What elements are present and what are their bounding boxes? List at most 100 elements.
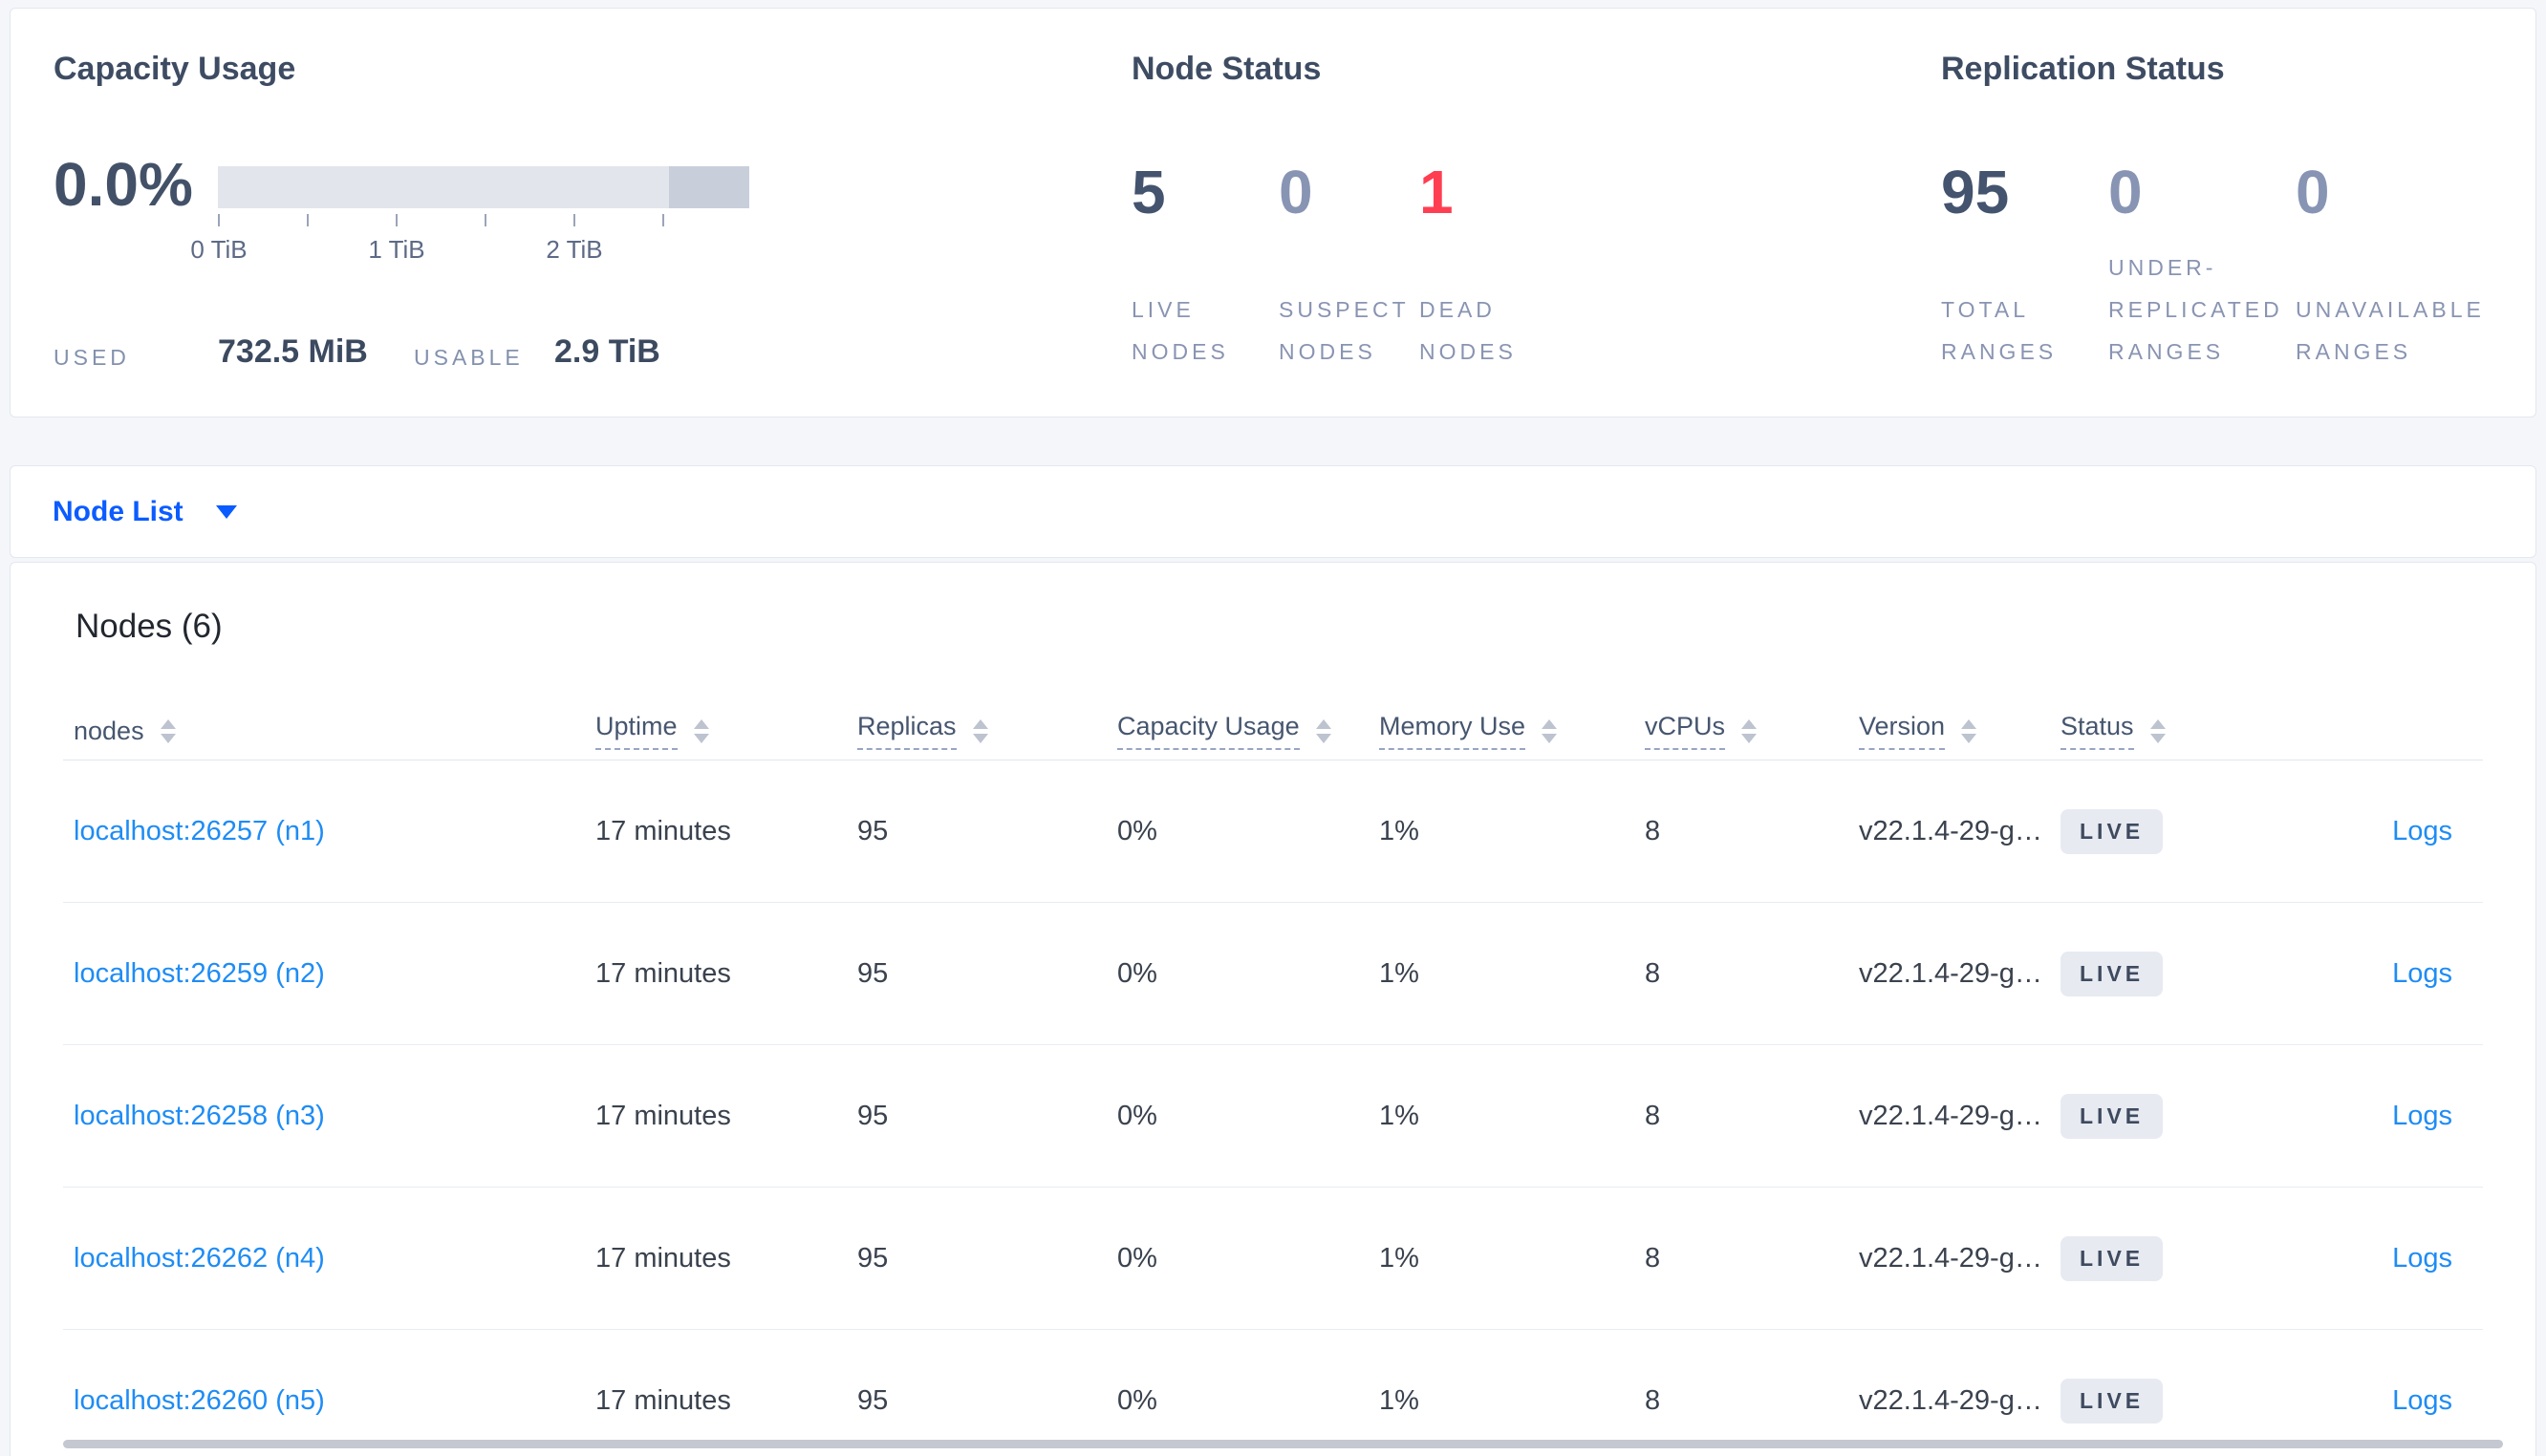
tick-label-0tib: 0 TiB [190, 235, 248, 264]
status-badge: LIVE [2061, 808, 2164, 854]
capacity-cell: 0% [1117, 1242, 1157, 1274]
uptime-cell: 17 minutes [595, 1384, 731, 1416]
logs-link[interactable]: Logs [2392, 1100, 2452, 1131]
logs-link[interactable]: Logs [2392, 1242, 2452, 1274]
suspect-nodes-label: SUSPECT NODES [1279, 297, 1410, 364]
vcpus-cell: 8 [1645, 1242, 1661, 1274]
capacity-used-percent: 0.0% [54, 150, 193, 219]
total-ranges-label: TOTAL RANGES [1941, 297, 2058, 364]
uptime-cell: 17 minutes [595, 1100, 731, 1131]
unavailable-ranges-stat: 0 UNAVAILABLE RANGES [2296, 158, 2515, 373]
sort-icon[interactable] [693, 718, 709, 743]
node-link[interactable]: localhost:26257 (n1) [74, 815, 325, 846]
column-header-vcpus[interactable]: vCPUs [1645, 712, 1859, 750]
memory-cell: 1% [1379, 1100, 1419, 1131]
sort-icon[interactable] [1315, 718, 1331, 743]
logs-link[interactable]: Logs [2392, 815, 2452, 846]
sort-icon[interactable] [2149, 718, 2166, 743]
live-nodes-label: LIVE NODES [1132, 297, 1229, 364]
node-status-stats: 5 LIVE NODES 0 SUSPECT NODES 1 DEAD NODE… [1132, 158, 1582, 373]
sort-icon[interactable] [1542, 718, 1558, 743]
dead-nodes-label: DEAD NODES [1419, 297, 1517, 364]
total-ranges-count: 95 [1941, 158, 2010, 226]
replicas-cell: 95 [857, 1100, 889, 1131]
nodes-table: nodes Uptime Replicas Capacity Usage Mem… [63, 702, 2483, 1456]
view-selector-dropdown[interactable]: Node List [53, 496, 237, 528]
memory-cell: 1% [1379, 957, 1419, 989]
sort-icon[interactable] [160, 718, 176, 743]
dead-nodes-stat: 1 DEAD NODES [1419, 158, 1582, 373]
table-row: localhost:26258 (n3) 17 minutes 95 0% 1%… [63, 1045, 2483, 1188]
table-row: localhost:26259 (n2) 17 minutes 95 0% 1%… [63, 903, 2483, 1045]
version-cell: v22.1.4-29-g… [1859, 1100, 2042, 1131]
capacity-usage-section: Capacity Usage 0.0% 0 TiB 1 TiB 2 T [54, 9, 856, 417]
node-link[interactable]: localhost:26259 (n2) [74, 957, 325, 989]
column-header-uptime[interactable]: Uptime [595, 712, 857, 750]
status-badge: LIVE [2061, 1235, 2164, 1281]
capacity-usage-title: Capacity Usage [54, 51, 296, 87]
vcpus-cell: 8 [1645, 1384, 1661, 1416]
dead-nodes-count: 1 [1419, 158, 1454, 226]
view-selector-label: Node List [53, 495, 183, 527]
version-cell: v22.1.4-29-g… [1859, 1384, 2042, 1416]
column-header-replicas[interactable]: Replicas [857, 712, 1117, 750]
memory-cell: 1% [1379, 815, 1419, 846]
sort-icon[interactable] [1741, 718, 1758, 743]
column-header-version[interactable]: Version [1859, 712, 2061, 750]
table-row: localhost:26260 (n5) 17 minutes 95 0% 1%… [63, 1330, 2483, 1456]
suspect-nodes-stat: 0 SUSPECT NODES [1279, 158, 1419, 373]
under-replicated-ranges-stat: 0 UNDER-REPLICATED RANGES [2108, 158, 2296, 373]
nodes-table-header: nodes Uptime Replicas Capacity Usage Mem… [63, 702, 2483, 760]
unavailable-ranges-label: UNAVAILABLE RANGES [2296, 297, 2485, 364]
column-header-capacity-usage[interactable]: Capacity Usage [1117, 712, 1379, 750]
unavailable-ranges-count: 0 [2296, 158, 2330, 226]
node-link[interactable]: localhost:26258 (n3) [74, 1100, 325, 1131]
cluster-summary-panel: Capacity Usage 0.0% 0 TiB 1 TiB 2 T [10, 8, 2536, 418]
capacity-cell: 0% [1117, 957, 1157, 989]
node-link[interactable]: localhost:26260 (n5) [74, 1384, 325, 1416]
node-link[interactable]: localhost:26262 (n4) [74, 1242, 325, 1274]
tick-label-2tib: 2 TiB [546, 235, 603, 264]
used-value: 732.5 MiB [218, 333, 368, 370]
capacity-axis-ticks [218, 214, 749, 227]
capacity-cell: 0% [1117, 1384, 1157, 1416]
live-nodes-stat: 5 LIVE NODES [1132, 158, 1279, 373]
capacity-cell: 0% [1117, 1100, 1157, 1131]
chevron-down-icon [215, 504, 237, 519]
replication-status-stats: 95 TOTAL RANGES 0 UNDER-REPLICATED RANGE… [1941, 158, 2515, 373]
uptime-cell: 17 minutes [595, 815, 731, 846]
live-nodes-count: 5 [1132, 158, 1166, 226]
column-header-memory-use[interactable]: Memory Use [1379, 712, 1645, 750]
sort-icon[interactable] [1961, 718, 1977, 743]
capacity-cell: 0% [1117, 815, 1157, 846]
used-label: USED [54, 345, 130, 370]
replicas-cell: 95 [857, 1242, 889, 1274]
tick-label-1tib: 1 TiB [368, 235, 425, 264]
under-replicated-ranges-count: 0 [2108, 158, 2143, 226]
suspect-nodes-count: 0 [1279, 158, 1313, 226]
replication-status-title: Replication Status [1941, 51, 2225, 87]
horizontal-scrollbar[interactable] [63, 1440, 2503, 1448]
status-badge: LIVE [2061, 1378, 2164, 1424]
view-selector-bar: Node List [10, 465, 2536, 558]
column-header-nodes[interactable]: nodes [63, 717, 595, 746]
replicas-cell: 95 [857, 1384, 889, 1416]
vcpus-cell: 8 [1645, 815, 1661, 846]
replication-status-section: Replication Status 95 TOTAL RANGES 0 UND… [1941, 9, 2534, 417]
replicas-cell: 95 [857, 957, 889, 989]
sort-icon[interactable] [972, 718, 988, 743]
status-badge: LIVE [2061, 951, 2164, 996]
capacity-bar-track [218, 166, 749, 208]
version-cell: v22.1.4-29-g… [1859, 1242, 2042, 1274]
column-header-status[interactable]: Status [2061, 712, 2299, 750]
logs-link[interactable]: Logs [2392, 957, 2452, 989]
node-status-section: Node Status 5 LIVE NODES 0 SUSPECT NODES… [1132, 9, 1629, 417]
capacity-bar-other-segment [669, 166, 749, 208]
vcpus-cell: 8 [1645, 957, 1661, 989]
memory-cell: 1% [1379, 1384, 1419, 1416]
usable-value: 2.9 TiB [554, 333, 660, 370]
node-list-panel: Nodes (6) nodes Uptime Replicas Capacity… [10, 562, 2536, 1456]
usable-label: USABLE [414, 345, 524, 370]
logs-link[interactable]: Logs [2392, 1384, 2452, 1416]
